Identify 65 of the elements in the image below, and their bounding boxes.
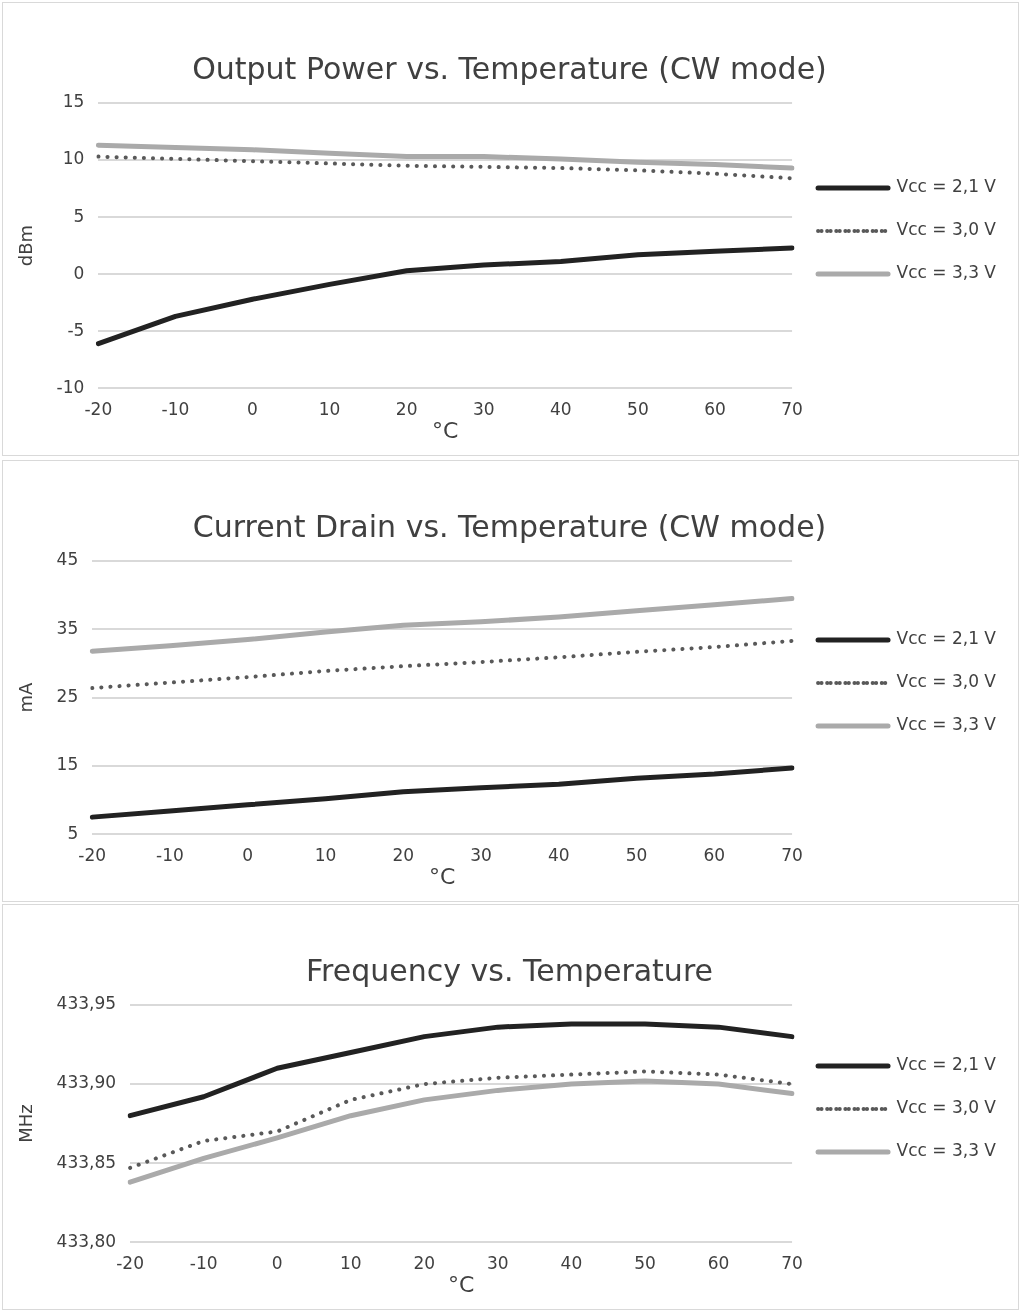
- x-tick-label: 40: [547, 844, 570, 865]
- legend-label: Vcc = 3,0 V: [896, 671, 997, 692]
- x-tick-label: 60: [707, 1252, 730, 1273]
- x-tick-label: -10: [156, 844, 184, 865]
- x-axis-title: °C: [432, 417, 459, 443]
- y-tick-label: 5: [73, 205, 85, 226]
- x-tick-label: -10: [189, 1252, 218, 1273]
- x-tick-label: 0: [242, 844, 254, 865]
- x-tick-label: -10: [161, 398, 190, 419]
- x-tick-label: -20: [84, 398, 113, 419]
- y-tick-label: 0: [73, 262, 85, 283]
- y-tick-label: 433,95: [56, 993, 117, 1014]
- x-tick-label: 30: [487, 1252, 509, 1273]
- y-tick-label: -5: [67, 319, 85, 340]
- x-tick-label: 30: [472, 398, 495, 419]
- x-tick-label: -20: [78, 844, 107, 865]
- y-tick-label: 35: [56, 617, 79, 638]
- x-tick-label: 50: [625, 844, 648, 865]
- legend-label: Vcc = 3,3 V: [896, 262, 997, 283]
- y-tick-label: -10: [56, 376, 85, 397]
- x-tick-label: 60: [703, 844, 726, 865]
- x-tick-label: 0: [271, 1252, 283, 1273]
- legend-label: Vcc = 3,3 V: [896, 1140, 997, 1161]
- y-tick-label: 433,85: [56, 1151, 117, 1172]
- x-axis-title: °C: [428, 863, 456, 889]
- y-tick-label: 25: [56, 686, 79, 707]
- legend-label: Vcc = 3,0 V: [896, 219, 997, 240]
- legend-label: Vcc = 2,1 V: [896, 176, 997, 197]
- x-tick-label: 10: [314, 844, 337, 865]
- line-series: [90, 638, 795, 691]
- x-tick-label: 40: [550, 398, 572, 419]
- x-tick-label: 50: [634, 1252, 656, 1273]
- y-axis-title: mA: [15, 682, 37, 713]
- x-tick-label: 70: [781, 844, 803, 865]
- y-tick-label: 433,90: [56, 1072, 117, 1093]
- y-axis-title: MHz: [15, 1104, 37, 1143]
- x-tick-label: 50: [627, 398, 649, 419]
- x-tick-label: 30: [470, 844, 492, 865]
- x-tick-label: 40: [560, 1252, 583, 1273]
- x-tick-label: 20: [395, 398, 418, 419]
- legend-label: Vcc = 2,1 V: [896, 628, 997, 649]
- line-series: [96, 154, 795, 181]
- x-tick-label: 70: [781, 1252, 803, 1273]
- chart-title: Frequency vs. Temperature: [305, 952, 714, 988]
- x-tick-label: 0: [247, 398, 258, 419]
- x-tick-label: 70: [781, 398, 803, 419]
- y-tick-label: 15: [56, 754, 79, 775]
- chart-title: Current Drain vs. Temperature (CW mode): [192, 508, 827, 544]
- y-tick-label: 15: [62, 91, 85, 112]
- x-tick-label: -20: [116, 1252, 144, 1273]
- legend-label: Vcc = 2,1 V: [896, 1054, 997, 1075]
- x-tick-label: 10: [339, 1252, 362, 1273]
- legend-label: Vcc = 3,3 V: [896, 714, 997, 735]
- chart-title: Output Power vs. Temperature (CW mode): [192, 50, 827, 86]
- y-tick-label: 5: [67, 822, 79, 843]
- y-tick-label: 45: [56, 549, 79, 570]
- x-tick-label: 20: [392, 844, 415, 865]
- y-tick-label: 10: [62, 148, 85, 169]
- x-tick-label: 10: [318, 398, 341, 419]
- legend-label: Vcc = 3,0 V: [896, 1097, 997, 1118]
- y-axis-title: dBm: [15, 224, 37, 267]
- x-tick-label: 60: [704, 398, 726, 419]
- x-tick-label: 20: [413, 1252, 436, 1273]
- x-axis-title: °C: [447, 1271, 475, 1297]
- y-tick-label: 433,80: [56, 1230, 117, 1251]
